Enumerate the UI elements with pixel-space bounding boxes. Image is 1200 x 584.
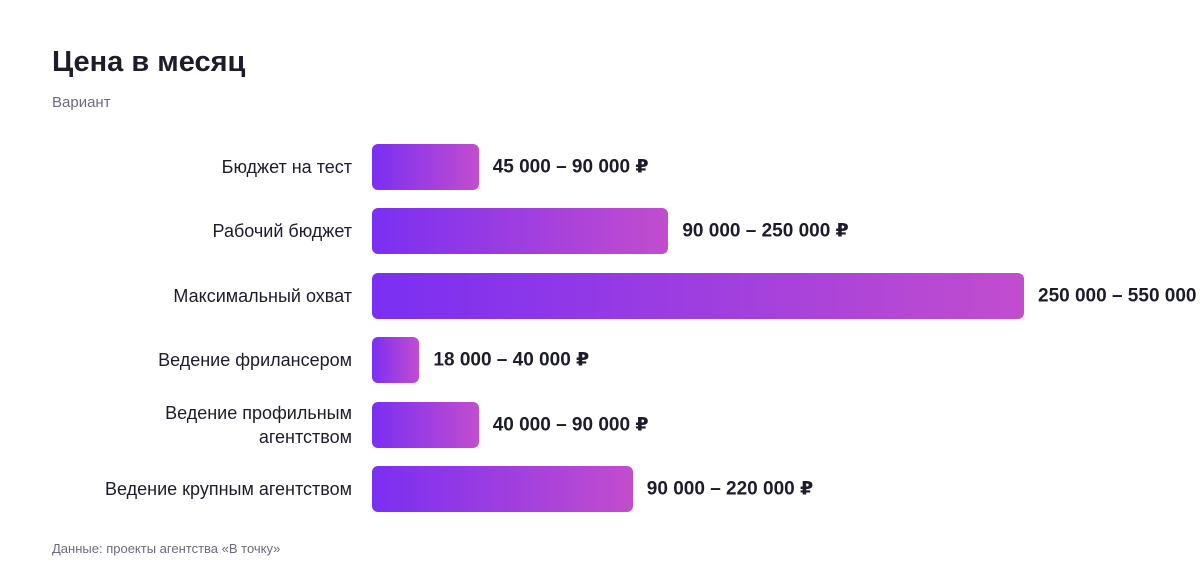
value-label: 40 000 – 90 000 ₽ (492, 414, 649, 436)
value-label: 90 000 – 250 000 ₽ (682, 220, 849, 242)
value-label: 250 000 – 550 000 ₽ (1038, 285, 1200, 307)
bar (372, 466, 633, 512)
category-label: Ведение крупным агентством (105, 479, 352, 499)
chart-title: Цена в месяц (52, 46, 246, 78)
bar (372, 401, 479, 448)
bar (372, 337, 420, 384)
category-label: Максимальный охват (173, 285, 352, 306)
bar (372, 208, 669, 255)
value-label: 45 000 – 90 000 ₽ (492, 156, 649, 178)
value-label: 90 000 – 220 000 ₽ (646, 478, 814, 500)
category-label: Бюджет на тест (221, 157, 352, 177)
category-label: Рабочий бюджет (212, 221, 352, 242)
category-label: Ведение профильным агентством (165, 402, 352, 447)
value-label: 18 000 – 40 000 ₽ (433, 349, 590, 371)
bar (372, 144, 479, 190)
source-note: Данные: проекты агентства «В точку» (52, 541, 281, 556)
chart-subtitle: Вариант (52, 94, 111, 111)
bar (372, 272, 1024, 319)
category-label: Ведение фрилансером (158, 350, 352, 371)
